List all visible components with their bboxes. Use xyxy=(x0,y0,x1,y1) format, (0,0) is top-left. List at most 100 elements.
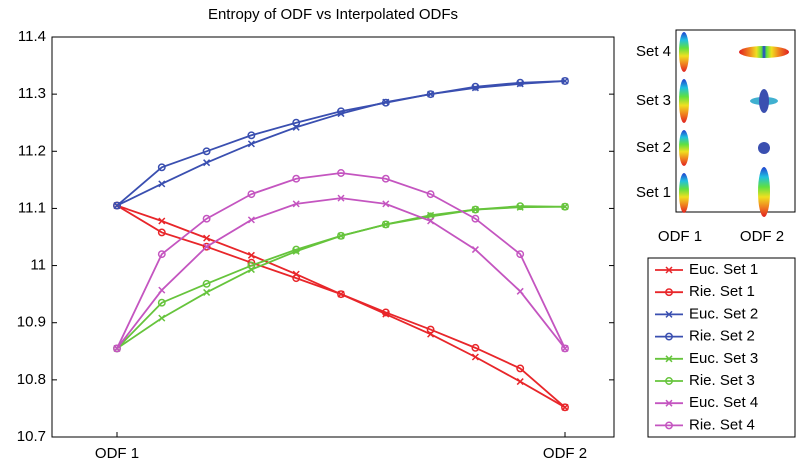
point xyxy=(426,90,435,99)
point xyxy=(382,200,390,208)
point xyxy=(471,343,480,352)
legend-marker xyxy=(665,266,673,274)
point xyxy=(247,190,256,199)
point xyxy=(381,174,390,183)
y-tick-label: 11.3 xyxy=(18,85,46,102)
point xyxy=(516,364,525,373)
y-tick-label: 10.8 xyxy=(17,371,46,388)
point xyxy=(292,245,301,254)
point xyxy=(158,286,166,294)
x-tick-label: ODF 2 xyxy=(543,445,587,462)
point xyxy=(337,169,345,177)
point xyxy=(292,200,300,208)
point xyxy=(381,98,390,107)
inset-labels: Set 4 Set 3 Set 2 Set 1 ODF 1 ODF 2 xyxy=(636,43,784,245)
inset-row-label: Set 3 xyxy=(636,92,671,109)
point xyxy=(203,234,211,242)
point xyxy=(337,194,345,202)
point xyxy=(516,378,524,386)
legend-label: Euc. Set 2 xyxy=(689,305,758,322)
point xyxy=(471,205,480,214)
point xyxy=(157,163,166,172)
point xyxy=(202,147,211,156)
legend-frame xyxy=(647,257,796,438)
series-line xyxy=(116,172,566,349)
point xyxy=(471,82,480,91)
point xyxy=(426,190,435,199)
point xyxy=(292,174,301,183)
odf-glyphs xyxy=(679,32,789,217)
point xyxy=(247,251,255,259)
x-tick-label: ODF 1 xyxy=(95,445,139,462)
point xyxy=(292,118,301,127)
point xyxy=(203,159,211,167)
y-tick-label: 10.7 xyxy=(17,428,46,445)
point xyxy=(113,344,121,353)
point xyxy=(158,314,166,322)
legend-marker xyxy=(665,310,673,318)
point xyxy=(381,220,390,229)
legend-label: Rie. Set 3 xyxy=(689,372,755,389)
point xyxy=(158,180,166,188)
legend-marker xyxy=(665,377,673,385)
point xyxy=(157,298,166,307)
point xyxy=(561,344,569,353)
point xyxy=(337,290,345,299)
inset-row-label: Set 4 xyxy=(636,43,671,60)
inset-row-label: Set 2 xyxy=(636,139,671,156)
series-line xyxy=(116,80,566,207)
point xyxy=(516,287,524,295)
point xyxy=(157,250,166,259)
point xyxy=(157,228,166,237)
point xyxy=(247,131,256,140)
legend-label: Rie. Set 1 xyxy=(689,283,755,300)
point xyxy=(561,202,569,211)
point xyxy=(516,250,525,259)
point xyxy=(158,217,166,225)
inset-column-label: ODF 1 xyxy=(658,228,702,245)
series-line xyxy=(116,205,566,350)
legend-label: Euc. Set 3 xyxy=(689,350,758,367)
series-line xyxy=(116,80,566,207)
point xyxy=(247,140,255,148)
series-line xyxy=(116,204,566,408)
point xyxy=(202,279,211,288)
legend-label: Euc. Set 4 xyxy=(689,394,758,411)
y-tick-label: 10.9 xyxy=(17,314,46,331)
legend-marker xyxy=(665,421,673,430)
point xyxy=(471,353,479,361)
point xyxy=(471,214,480,223)
point xyxy=(516,78,525,87)
legend-marker xyxy=(665,399,673,407)
series-line xyxy=(116,205,566,350)
point xyxy=(203,288,211,296)
point xyxy=(337,231,345,240)
legend-label: Rie. Set 4 xyxy=(689,416,755,433)
y-tick-label: 11.4 xyxy=(18,28,46,45)
inset-row-label: Set 1 xyxy=(636,184,671,201)
y-tick-label: 11.1 xyxy=(18,199,46,216)
point xyxy=(203,243,211,251)
point xyxy=(337,107,345,116)
point xyxy=(202,214,211,223)
chart-title: Entropy of ODF vs Interpolated ODFs xyxy=(208,6,458,23)
legend-label: Rie. Set 2 xyxy=(689,328,755,345)
point xyxy=(292,274,301,283)
legend-marker xyxy=(665,332,673,341)
plot-frame xyxy=(51,36,615,438)
legend-label: Euc. Set 1 xyxy=(689,261,758,278)
plot-area xyxy=(113,77,569,412)
y-tick-label: 11 xyxy=(30,257,46,274)
series-line xyxy=(116,197,566,349)
y-tick-label: 11.2 xyxy=(18,142,46,159)
legend-marker xyxy=(665,355,673,363)
inset-frame xyxy=(675,29,796,213)
point xyxy=(381,308,390,317)
point xyxy=(426,212,435,221)
point xyxy=(426,325,435,334)
point xyxy=(247,261,256,270)
point xyxy=(202,242,211,251)
inset-column-label: ODF 2 xyxy=(740,228,784,245)
point xyxy=(561,77,569,85)
